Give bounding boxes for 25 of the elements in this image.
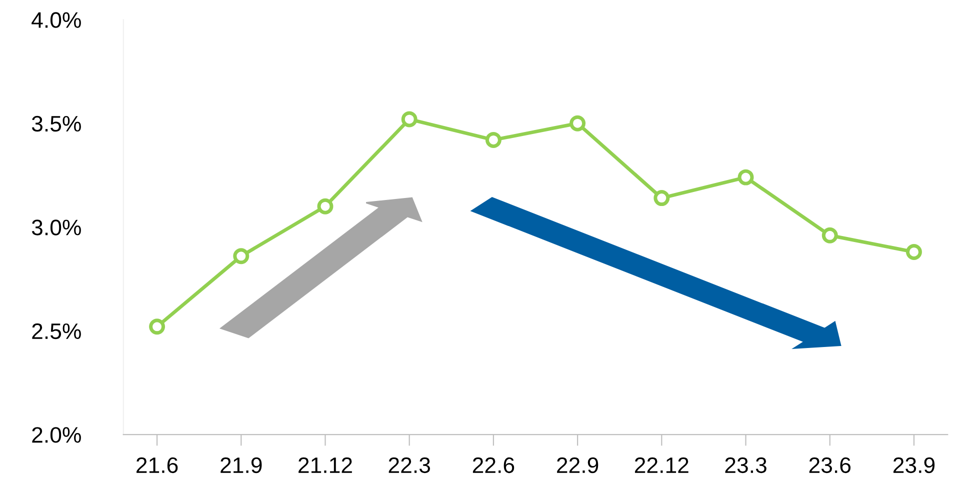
point: [822, 227, 838, 244]
point: [317, 198, 334, 214]
point: [738, 169, 754, 186]
y-tick-label: 4.0%: [32, 12, 81, 28]
point: [149, 318, 166, 335]
x-tick-label: 23.3: [725, 457, 766, 474]
x-tick-label: 22.9: [557, 457, 598, 474]
x-tick-label: 21.12: [298, 457, 352, 473]
x-tick-label: 23.6: [809, 457, 851, 474]
y-tick-label: 3.0%: [32, 220, 81, 236]
x-tick-label: 22.12: [634, 457, 688, 473]
x-tick-label: 21.6: [136, 457, 178, 474]
y-tick-label: 2.0%: [32, 427, 81, 443]
x-tick-label: 21.9: [220, 457, 262, 474]
point: [906, 244, 922, 260]
point: [401, 111, 418, 128]
point: [233, 248, 250, 264]
x-tick-label: 22.6: [472, 457, 514, 474]
x-tick-label: 22.3: [388, 457, 430, 474]
y-tick-label: 3.5%: [32, 116, 81, 132]
y-tick-label: 2.5%: [32, 323, 81, 340]
x-tick-label: 23.9: [893, 457, 935, 474]
point: [654, 190, 670, 206]
point: [570, 115, 586, 132]
point: [485, 132, 502, 148]
